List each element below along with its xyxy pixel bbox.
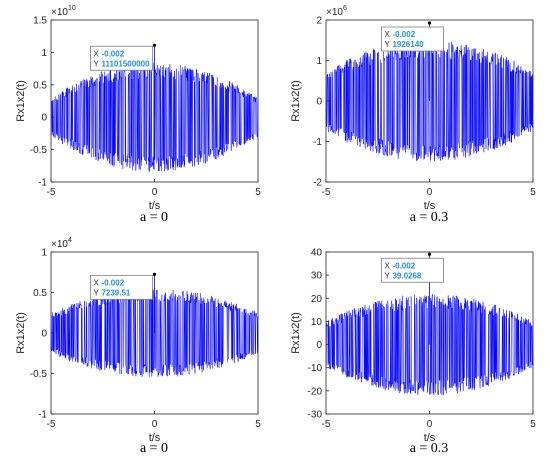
y-tick-label: 1 xyxy=(41,248,47,259)
chart-panel-top-right: -5 0 5 -2 -1 0 1 2 t/s Rx1x2(t) ×106 X -0.002 Y 192614… xyxy=(275,0,550,232)
chart-panel-bottom-right: -5 0 5 -30 -20 -10 0 10 20 30 40 t/s Rx1x2(t) X -0.002… xyxy=(275,232,550,465)
datatip-marker xyxy=(427,21,432,25)
x-tick-label: 5 xyxy=(530,419,536,430)
y-tick-label: 40 xyxy=(311,248,323,259)
chart-panel-top-left: -5 0 5 -1 -0.5 0 0.5 1 1.5 t/s Rx1x2(t) ×1010 X -0.00… xyxy=(0,0,275,232)
datatip-y-value: 7239.51 xyxy=(101,288,130,297)
x-tick-label: 0 xyxy=(427,187,433,198)
y-axis-label: Rx1x2(t) xyxy=(15,312,27,354)
y-tick-label: 0.5 xyxy=(33,80,47,91)
y-tick-label: -1 xyxy=(313,137,322,148)
datatip-x-value: -0.002 xyxy=(392,261,415,270)
y-tick-label: -20 xyxy=(308,386,323,397)
datatip-box xyxy=(90,45,153,71)
x-axis-label: t/s xyxy=(149,432,161,442)
datatip-y-label: Y xyxy=(384,271,390,280)
datatip-marker xyxy=(427,252,432,256)
x-tick-label: 0 xyxy=(152,419,158,430)
datatip-y-label: Y xyxy=(93,288,99,297)
datatip-x-value: -0.002 xyxy=(101,49,124,58)
y-tick-label: 1.5 xyxy=(33,16,47,27)
y-axis-label: Rx1x2(t) xyxy=(15,80,27,122)
y-tick-label: -2 xyxy=(313,178,322,189)
datatip-box xyxy=(381,257,444,283)
signal-trace xyxy=(325,294,534,396)
chart-caption: a = 0.3 xyxy=(409,441,449,456)
y-tick-label: -30 xyxy=(308,410,323,421)
x-axis-label: t/s xyxy=(424,432,436,442)
x-axis-label: t/s xyxy=(424,200,436,210)
datatip-x-label: X xyxy=(384,261,390,270)
datatip-x-value: -0.002 xyxy=(101,278,124,287)
datatip-y-label: Y xyxy=(93,59,99,68)
y-axis-label: Rx1x2(t) xyxy=(290,312,302,354)
y-tick-label: 1 xyxy=(316,56,322,67)
chart-caption: a = 0 xyxy=(139,210,169,225)
x-tick-label: 5 xyxy=(255,187,261,198)
datatip-x-label: X xyxy=(93,278,99,287)
x-tick-label: -5 xyxy=(322,187,331,198)
y-axis-exponent: ×1010 xyxy=(51,5,76,18)
x-tick-label: -5 xyxy=(322,419,331,430)
chart-top-left: -5 0 5 -1 -0.5 0 0.5 1 1.5 t/s Rx1x2(t) ×1010 X -0.00… xyxy=(15,5,261,212)
datatip-box xyxy=(90,274,153,300)
y-tick-label: 0 xyxy=(41,113,47,124)
chart-caption: a = 0 xyxy=(139,441,169,456)
y-tick-label: -1 xyxy=(38,178,47,189)
y-tick-label: 0 xyxy=(41,329,47,340)
x-tick-label: 0 xyxy=(152,187,158,198)
y-axis-exponent: ×106 xyxy=(326,5,347,18)
datatip-y-value: 39.0268 xyxy=(392,271,421,280)
x-tick-label: 5 xyxy=(530,187,536,198)
datatip-x-label: X xyxy=(93,49,99,58)
y-tick-label: 0 xyxy=(316,340,322,351)
y-tick-label: 1 xyxy=(41,48,47,59)
datatip-marker xyxy=(152,43,157,47)
y-tick-label: -0.5 xyxy=(30,369,48,380)
datatip-x-label: X xyxy=(384,30,390,39)
y-tick-label: -10 xyxy=(308,363,323,374)
y-axis-exponent: ×104 xyxy=(51,237,72,250)
x-tick-label: 5 xyxy=(255,419,261,430)
datatip-x-value: -0.002 xyxy=(392,30,415,39)
y-tick-label: -0.5 xyxy=(30,145,48,156)
datatip-marker xyxy=(152,272,157,276)
y-tick-label: 20 xyxy=(311,294,323,305)
y-tick-label: 2 xyxy=(316,16,322,27)
x-axis-label: t/s xyxy=(149,200,161,210)
y-axis-label: Rx1x2(t) xyxy=(290,80,302,122)
x-tick-label: -5 xyxy=(47,187,56,198)
datatip-y-label: Y xyxy=(384,40,390,49)
chart-caption: a = 0.3 xyxy=(409,210,449,225)
y-tick-label: 10 xyxy=(311,317,323,328)
datatip-y-value: 11101500000 xyxy=(101,59,150,68)
signal-trace xyxy=(325,41,534,163)
y-tick-label: 30 xyxy=(311,271,323,282)
y-tick-label: -1 xyxy=(38,410,47,421)
y-tick-label: 0 xyxy=(316,97,322,108)
chart-panel-bottom-left: -5 0 5 -1 -0.5 0 0.5 1 t/s Rx1x2(t) ×104 X -0.002 Y 72… xyxy=(0,232,275,465)
datatip-y-value: 1926140 xyxy=(392,40,424,49)
x-tick-label: -5 xyxy=(47,419,56,430)
chart-bottom-right: -5 0 5 -30 -20 -10 0 10 20 30 40 t/s Rx1x2(t) X -0.002… xyxy=(290,248,536,445)
y-tick-label: 0.5 xyxy=(33,288,47,299)
datatip-box xyxy=(381,26,444,52)
x-tick-label: 0 xyxy=(427,419,433,430)
